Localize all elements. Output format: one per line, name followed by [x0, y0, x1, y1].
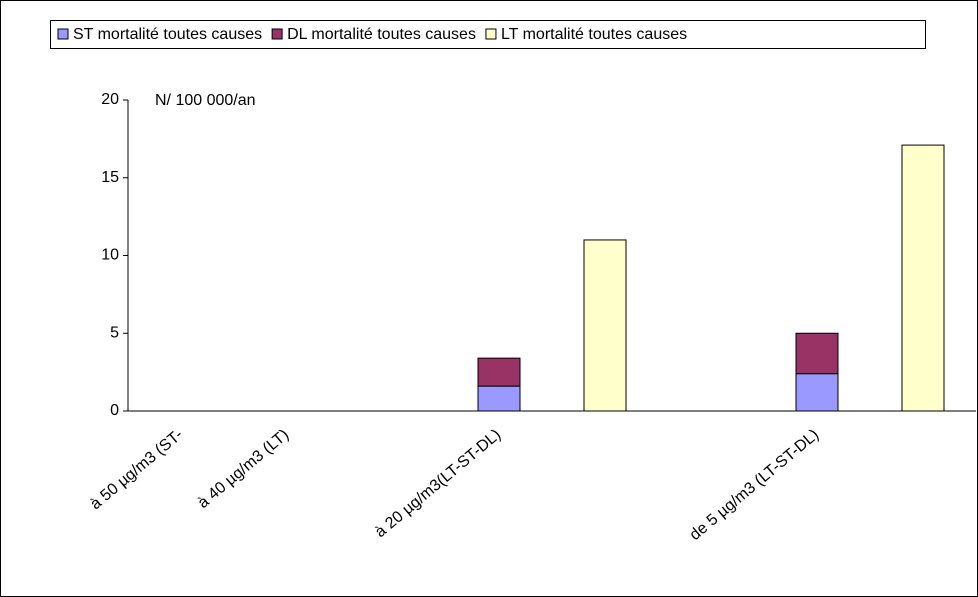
- bar: [795, 332, 839, 375]
- bar: [901, 144, 945, 412]
- bar: [477, 385, 521, 412]
- bar: [477, 357, 521, 387]
- legend-swatch: [57, 28, 69, 40]
- y-axis-label: N/ 100 000/an: [155, 92, 256, 109]
- legend-swatch: [485, 28, 497, 40]
- y-tick-label: 0: [110, 402, 119, 419]
- y-tick-label: 10: [101, 247, 119, 264]
- bar: [795, 373, 839, 412]
- bar: [583, 239, 627, 412]
- legend-label: DL mortalité toutes causes: [287, 26, 476, 43]
- legend-swatch: [271, 28, 283, 40]
- legend-label: ST mortalité toutes causes: [73, 26, 262, 43]
- y-tick-label: 5: [110, 324, 119, 341]
- legend-label: LT mortalité toutes causes: [501, 26, 687, 43]
- y-tick-label: 20: [101, 91, 119, 108]
- y-tick-label: 15: [101, 169, 119, 186]
